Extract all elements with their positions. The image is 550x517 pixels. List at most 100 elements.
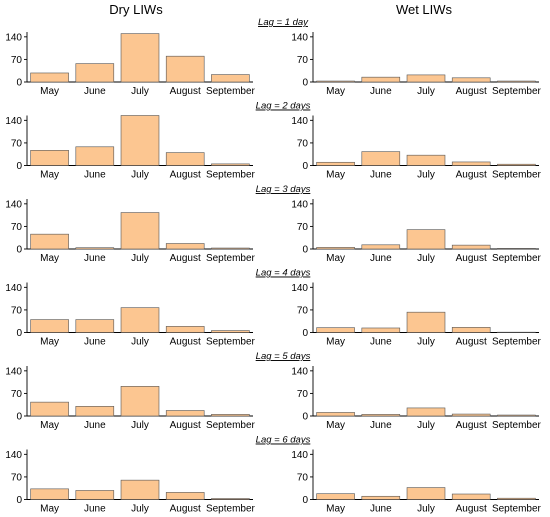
y-tick-label: 0 [16, 245, 22, 256]
x-category-label: May [326, 337, 345, 348]
bar-july [406, 74, 446, 83]
x-category-label: July [131, 170, 149, 181]
x-category-label: May [40, 170, 59, 181]
dry-panel: 0 70 140 May June July August September [5, 199, 256, 264]
x-category-label: July [131, 504, 149, 515]
x-category-label: September [206, 420, 256, 431]
x-category-label: May [40, 504, 59, 515]
bar-august [451, 161, 491, 166]
x-category-label: September [206, 86, 256, 97]
y-tick-label: 140 [5, 366, 22, 377]
x-category-label: July [131, 420, 149, 431]
y-tick-label: 0 [302, 412, 308, 423]
x-category-label: August [170, 253, 201, 264]
dry-panel: 0 70 140 May June July August September [5, 282, 256, 348]
x-category-label: August [456, 337, 487, 348]
bar-august [165, 152, 205, 166]
bar-september [497, 497, 536, 500]
bar-july [406, 154, 446, 166]
bar-september [497, 163, 536, 166]
dry-panel: 0 70 140 May June July August September [5, 32, 256, 97]
y-tick-label: 140 [5, 283, 22, 294]
bar-july [120, 307, 160, 333]
bar-may [316, 80, 355, 83]
bar-august [451, 77, 491, 83]
bar-may [316, 412, 355, 417]
x-category-label: September [206, 337, 256, 348]
y-tick-label: 0 [16, 412, 22, 423]
bar-september [211, 498, 250, 500]
x-category-label: May [326, 170, 345, 181]
x-category-label: July [131, 337, 149, 348]
bar-may [316, 327, 355, 333]
x-category-label: August [456, 420, 487, 431]
y-tick-label: 70 [11, 472, 23, 483]
wet-panel: 0 70 140 May June July August September [291, 282, 542, 348]
bar-september [211, 414, 250, 417]
x-category-label: September [492, 86, 542, 97]
x-category-label: June [84, 420, 106, 431]
x-category-label: August [170, 337, 201, 348]
y-tick-label: 0 [302, 161, 308, 172]
x-category-label: August [170, 420, 201, 431]
x-category-label: August [170, 170, 201, 181]
bar-june [361, 327, 401, 333]
x-category-label: June [370, 86, 392, 97]
y-tick-label: 140 [5, 450, 22, 461]
bar-june [75, 247, 115, 250]
bar-august [165, 410, 205, 417]
dry-panel: 0 70 140 May June July August September [5, 449, 256, 515]
bar-september [497, 248, 536, 250]
y-tick-label: 140 [291, 283, 308, 294]
bar-august [165, 326, 205, 333]
bar-august [165, 243, 205, 250]
bar-july [120, 115, 160, 166]
x-category-label: September [492, 504, 542, 515]
bar-may [30, 401, 69, 417]
y-tick-label: 70 [11, 55, 23, 66]
y-tick-label: 0 [302, 78, 308, 89]
x-category-label: May [40, 253, 59, 264]
bar-june [75, 490, 115, 500]
x-category-label: June [84, 504, 106, 515]
x-category-label: September [206, 504, 256, 515]
x-category-label: August [170, 86, 201, 97]
bar-june [361, 76, 401, 83]
x-category-label: September [492, 170, 542, 181]
bar-july [120, 212, 160, 250]
bar-august [165, 492, 205, 500]
y-tick-label: 70 [11, 222, 23, 233]
bar-may [30, 233, 69, 250]
x-category-label: May [326, 504, 345, 515]
x-category-label: June [370, 504, 392, 515]
x-category-label: July [417, 504, 435, 515]
x-category-label: August [456, 253, 487, 264]
dry-panel: 0 70 140 May June July August September [5, 366, 256, 431]
x-category-label: July [417, 337, 435, 348]
bar-august [451, 327, 491, 333]
x-category-label: September [492, 337, 542, 348]
x-category-label: June [370, 170, 392, 181]
lag-label: Lag = 1 day [258, 17, 309, 28]
bar-july [120, 386, 160, 417]
lag-label: Lag = 3 days [256, 184, 311, 195]
x-category-label: July [417, 86, 435, 97]
x-category-label: July [417, 420, 435, 431]
bar-june [361, 244, 401, 250]
y-tick-label: 70 [11, 138, 23, 149]
y-tick-label: 0 [302, 328, 308, 339]
wet-panel: 0 70 140 May June July August September [291, 449, 542, 515]
y-tick-label: 140 [291, 199, 308, 210]
x-category-label: September [206, 170, 256, 181]
bar-july [406, 407, 446, 417]
bar-june [75, 146, 115, 166]
bar-may [30, 72, 69, 83]
y-tick-label: 70 [297, 138, 309, 149]
x-category-label: May [40, 86, 59, 97]
x-category-label: July [131, 253, 149, 264]
x-category-label: June [84, 253, 106, 264]
x-category-label: August [456, 86, 487, 97]
lag-label: Lag = 5 days [256, 351, 311, 362]
bar-september [211, 247, 250, 250]
x-category-label: June [370, 337, 392, 348]
